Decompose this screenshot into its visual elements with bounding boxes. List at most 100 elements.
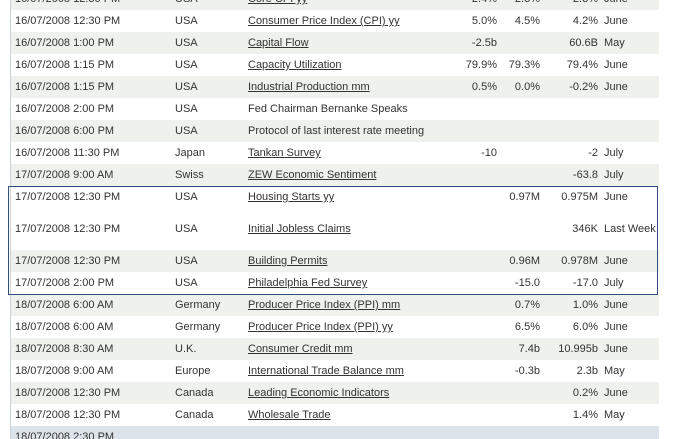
- event-period: May: [604, 36, 625, 49]
- table-row: 18/07/2008 12:30 PM Canada Leading Econo…: [11, 382, 659, 404]
- event-link[interactable]: International Trade Balance mm: [248, 365, 404, 377]
- event-datetime: 18/07/2008 12:30 PM: [15, 409, 121, 421]
- event-period: June: [604, 80, 628, 93]
- table-row: 16/07/2008 6:00 PM USA Protocol of last …: [11, 120, 659, 142]
- event-country: Swiss: [175, 169, 204, 181]
- event-country: USA: [175, 37, 198, 49]
- event-period: May: [604, 408, 625, 421]
- event-datetime: 17/07/2008 9:00 AM: [15, 169, 114, 181]
- event-value-3: -2: [588, 147, 598, 159]
- table-row: 16/07/2008 11:30 PM Japan Tankan Survey …: [11, 142, 659, 164]
- event-datetime: 18/07/2008 2:30 PM: [15, 431, 115, 439]
- event-datetime: 18/07/2008 6:00 AM: [15, 299, 114, 311]
- economic-calendar-table: 16/07/2008 12:30 PM USA Core CPI yy 2.4%…: [11, 0, 659, 439]
- event-link[interactable]: Consumer Credit mm: [248, 343, 353, 355]
- event-datetime: 18/07/2008 9:00 AM: [15, 365, 114, 377]
- event-period: June: [604, 14, 628, 27]
- table-row: 17/07/2008 2:00 PM USA Philadelphia Fed …: [11, 272, 659, 294]
- event-period: July: [604, 168, 624, 181]
- event-period: Last Week: [604, 222, 656, 235]
- table-left-border: [10, 0, 11, 439]
- event-datetime: 16/07/2008 1:00 PM: [15, 37, 115, 49]
- event-value-2: 0.97M: [509, 191, 540, 203]
- event-value-3: 0.975M: [561, 191, 598, 203]
- event-link[interactable]: Industrial Production mm: [248, 81, 370, 93]
- event-country: USA: [175, 0, 248, 5]
- event-country: USA: [175, 15, 198, 27]
- event-link[interactable]: Housing Starts yy: [248, 191, 335, 203]
- event-datetime: 17/07/2008 12:30 PM: [15, 191, 121, 203]
- table-row: 18/07/2008 8:30 AM U.K. Consumer Credit …: [11, 338, 659, 360]
- event-value-3: 346K: [572, 223, 598, 235]
- event-value-3: 2.3%: [540, 0, 598, 5]
- event-country: USA: [175, 277, 198, 289]
- table-row: 18/07/2008 9:00 AM Europe International …: [11, 360, 659, 382]
- event-datetime: 17/07/2008 12:30 PM: [15, 223, 121, 235]
- event-country: USA: [175, 255, 198, 267]
- event-link[interactable]: Building Permits: [248, 255, 328, 267]
- event-link[interactable]: Capacity Utilization: [248, 59, 342, 71]
- table-row: 16/07/2008 12:30 PM USA Core CPI yy 2.4%…: [11, 0, 659, 10]
- event-period: June: [604, 58, 628, 71]
- table-row: 18/07/2008 2:30 PM: [11, 426, 659, 439]
- event-link[interactable]: Philadelphia Fed Survey: [248, 277, 368, 289]
- table-row: 16/07/2008 1:15 PM USA Capacity Utilizat…: [11, 54, 659, 76]
- event-country: USA: [175, 125, 198, 137]
- table-row: 17/07/2008 9:00 AM Swiss ZEW Economic Se…: [11, 164, 659, 186]
- event-link[interactable]: ZEW Economic Sentiment: [248, 169, 377, 181]
- event-country: U.K.: [175, 343, 197, 355]
- event-period: June: [604, 320, 628, 333]
- event-period: July: [604, 146, 624, 159]
- event-link[interactable]: Initial Jobless Claims: [248, 223, 351, 235]
- event-country: Canada: [175, 409, 214, 421]
- event-value-3: -63.8: [572, 169, 598, 181]
- event-link[interactable]: Consumer Price Index (CPI) yy: [248, 15, 400, 27]
- event-link[interactable]: Producer Price Index (PPI) yy: [248, 321, 393, 333]
- event-value-3: -17.0: [572, 277, 598, 289]
- event-datetime: 18/07/2008 8:30 AM: [15, 343, 114, 355]
- event-value-3: 79.4%: [566, 59, 598, 71]
- table-row: 17/07/2008 12:30 PM USA Building Permits…: [11, 250, 659, 272]
- table-row: 18/07/2008 6:00 AM Germany Producer Pric…: [11, 316, 659, 338]
- event-datetime: 17/07/2008 12:30 PM: [15, 255, 121, 267]
- event-period: June: [598, 0, 659, 6]
- event-link[interactable]: Leading Economic Indicators: [248, 387, 390, 399]
- event-datetime: 18/07/2008 6:00 AM: [15, 321, 114, 333]
- event-value-2: 6.5%: [514, 321, 540, 333]
- event-datetime: 16/07/2008 6:00 PM: [15, 125, 115, 137]
- event-value-3: 4.2%: [572, 15, 598, 27]
- event-period: June: [604, 254, 628, 267]
- table-row: 18/07/2008 12:30 PM Canada Wholesale Tra…: [11, 404, 659, 426]
- table-row: 16/07/2008 1:15 PM USA Industrial Produc…: [11, 76, 659, 98]
- event-value-3: 0.978M: [561, 255, 598, 267]
- event-value-2: 2.3%: [497, 0, 540, 5]
- event-value-2: 0.96M: [509, 255, 540, 267]
- event-value-3: 60.6B: [569, 37, 598, 49]
- event-country: USA: [175, 59, 198, 71]
- event-value-3: -0.2%: [569, 81, 598, 93]
- event-country: USA: [175, 191, 198, 203]
- event-datetime: 17/07/2008 2:00 PM: [15, 277, 115, 289]
- event-text: Fed Chairman Bernanke Speaks: [248, 103, 408, 115]
- event-value-3: 10.995b: [558, 343, 598, 355]
- event-link[interactable]: Capital Flow: [248, 37, 309, 49]
- event-link[interactable]: Producer Price Index (PPI) mm: [248, 299, 401, 311]
- event-country: USA: [175, 223, 198, 235]
- event-country: USA: [175, 81, 198, 93]
- event-datetime: 16/07/2008 12:30 PM: [15, 15, 121, 27]
- event-value-3: 1.4%: [572, 409, 598, 421]
- event-period: June: [604, 298, 628, 311]
- event-country: Germany: [175, 299, 221, 311]
- event-datetime: 16/07/2008 1:15 PM: [15, 81, 115, 93]
- event-link[interactable]: Core CPI yy: [248, 0, 307, 5]
- table-row: 17/07/2008 12:30 PM USA Housing Starts y…: [11, 186, 659, 208]
- event-link[interactable]: Wholesale Trade: [248, 409, 331, 421]
- event-link[interactable]: Tankan Survey: [248, 147, 321, 159]
- event-value-1: 79.9%: [465, 59, 497, 71]
- event-country: Japan: [175, 147, 205, 159]
- event-country: Europe: [175, 365, 211, 377]
- event-value-3: 6.0%: [572, 321, 598, 333]
- event-value-2: 79.3%: [508, 59, 540, 71]
- event-country: Canada: [175, 387, 214, 399]
